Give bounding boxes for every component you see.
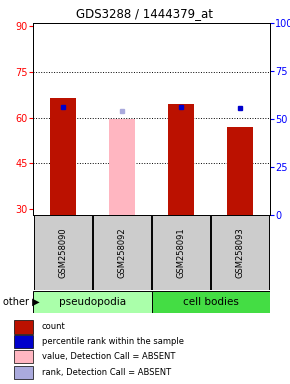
Bar <box>109 119 135 215</box>
Text: cell bodies: cell bodies <box>183 297 239 307</box>
Text: count: count <box>41 323 65 331</box>
Text: GSM258093: GSM258093 <box>236 227 245 278</box>
Text: GSM258090: GSM258090 <box>58 227 67 278</box>
Bar <box>14 350 33 363</box>
Bar <box>33 291 151 313</box>
Bar <box>151 291 270 313</box>
Text: GDS3288 / 1444379_at: GDS3288 / 1444379_at <box>77 7 213 20</box>
Text: value, Detection Call = ABSENT: value, Detection Call = ABSENT <box>41 352 175 361</box>
Bar <box>50 98 76 215</box>
Bar <box>14 366 33 379</box>
Bar <box>211 215 269 290</box>
Bar <box>14 320 33 334</box>
Bar <box>227 127 253 215</box>
Text: GSM258091: GSM258091 <box>177 227 186 278</box>
Bar <box>34 215 92 290</box>
Bar <box>152 215 210 290</box>
Text: other ▶: other ▶ <box>3 297 39 307</box>
Text: percentile rank within the sample: percentile rank within the sample <box>41 337 184 346</box>
Text: rank, Detection Call = ABSENT: rank, Detection Call = ABSENT <box>41 368 171 377</box>
Text: pseudopodia: pseudopodia <box>59 297 126 307</box>
Bar <box>14 335 33 349</box>
Text: GSM258092: GSM258092 <box>117 227 126 278</box>
Bar <box>93 215 151 290</box>
Bar <box>168 104 194 215</box>
